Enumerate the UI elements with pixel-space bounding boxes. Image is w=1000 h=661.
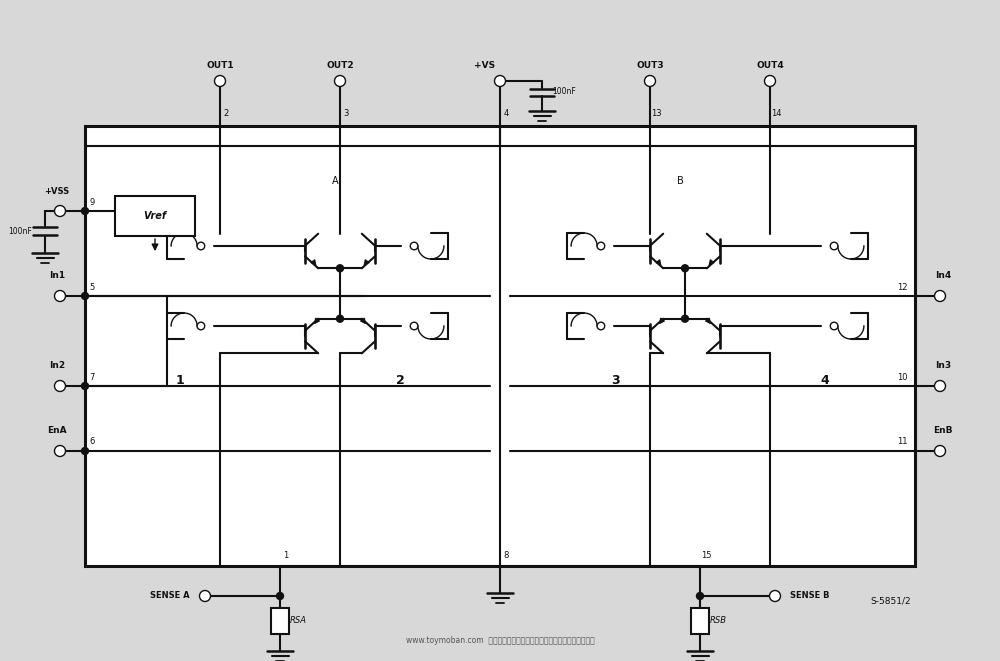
Text: 100nF: 100nF xyxy=(8,227,32,235)
Text: Vref: Vref xyxy=(143,211,167,221)
Circle shape xyxy=(54,381,66,391)
Text: 2: 2 xyxy=(223,110,229,118)
Circle shape xyxy=(770,590,780,602)
Text: 8: 8 xyxy=(503,551,509,561)
Text: 7: 7 xyxy=(89,373,95,381)
Circle shape xyxy=(82,447,88,455)
Text: 4: 4 xyxy=(821,375,829,387)
Circle shape xyxy=(336,315,344,322)
Circle shape xyxy=(682,265,688,272)
Circle shape xyxy=(696,592,704,600)
Circle shape xyxy=(54,290,66,301)
Circle shape xyxy=(597,242,605,250)
Text: In4: In4 xyxy=(935,272,951,280)
Text: 1: 1 xyxy=(283,551,289,561)
Circle shape xyxy=(276,592,284,600)
Text: OUT2: OUT2 xyxy=(326,61,354,71)
Text: OUT3: OUT3 xyxy=(636,61,664,71)
Circle shape xyxy=(934,290,946,301)
Circle shape xyxy=(934,446,946,457)
Text: RSB: RSB xyxy=(710,617,726,625)
Text: 2: 2 xyxy=(396,375,404,387)
Text: OUT1: OUT1 xyxy=(206,61,234,71)
Text: SENSE A: SENSE A xyxy=(150,592,190,600)
Text: www.toymoban.com  网络图片仅供展示，非存储，如有侵权请联系删除。: www.toymoban.com 网络图片仅供展示，非存储，如有侵权请联系删除。 xyxy=(406,637,594,646)
Text: +VSS: +VSS xyxy=(44,186,70,196)
Circle shape xyxy=(54,206,66,217)
Text: 13: 13 xyxy=(651,110,661,118)
Text: S-5851/2: S-5851/2 xyxy=(870,596,911,605)
Circle shape xyxy=(830,242,838,250)
Text: 6: 6 xyxy=(89,438,95,446)
Text: 4: 4 xyxy=(503,110,509,118)
Circle shape xyxy=(336,265,344,272)
Text: 100nF: 100nF xyxy=(552,87,576,97)
Circle shape xyxy=(82,293,88,299)
Text: 11: 11 xyxy=(898,438,908,446)
Text: 10: 10 xyxy=(898,373,908,381)
Circle shape xyxy=(200,590,210,602)
Text: 15: 15 xyxy=(701,551,711,561)
Circle shape xyxy=(197,322,205,330)
Text: SENSE B: SENSE B xyxy=(790,592,830,600)
Text: B: B xyxy=(677,176,683,186)
Circle shape xyxy=(410,322,418,330)
Text: In3: In3 xyxy=(935,362,951,371)
Circle shape xyxy=(197,242,205,250)
Text: RSA: RSA xyxy=(290,617,306,625)
Text: 3: 3 xyxy=(611,375,619,387)
Circle shape xyxy=(644,75,656,87)
Circle shape xyxy=(682,315,688,322)
Text: In1: In1 xyxy=(49,272,65,280)
Circle shape xyxy=(597,322,605,330)
Circle shape xyxy=(765,75,776,87)
Circle shape xyxy=(82,208,88,215)
Text: EnA: EnA xyxy=(47,426,67,436)
Circle shape xyxy=(82,383,88,389)
Circle shape xyxy=(410,242,418,250)
Text: 5: 5 xyxy=(89,282,95,292)
Text: 14: 14 xyxy=(771,110,781,118)
Text: 9: 9 xyxy=(89,198,95,206)
Circle shape xyxy=(54,446,66,457)
Bar xyxy=(691,608,709,634)
Bar xyxy=(85,126,915,566)
Text: OUT4: OUT4 xyxy=(756,61,784,71)
Bar xyxy=(271,608,289,634)
Circle shape xyxy=(214,75,226,87)
Circle shape xyxy=(494,75,506,87)
Circle shape xyxy=(334,75,346,87)
Text: 1: 1 xyxy=(176,375,184,387)
Text: 3: 3 xyxy=(343,110,349,118)
Circle shape xyxy=(830,322,838,330)
Text: In2: In2 xyxy=(49,362,65,371)
Bar xyxy=(115,196,195,236)
Text: EnB: EnB xyxy=(933,426,953,436)
Text: A: A xyxy=(332,176,338,186)
Text: +VS: +VS xyxy=(474,61,496,71)
Circle shape xyxy=(934,381,946,391)
Text: 12: 12 xyxy=(898,282,908,292)
